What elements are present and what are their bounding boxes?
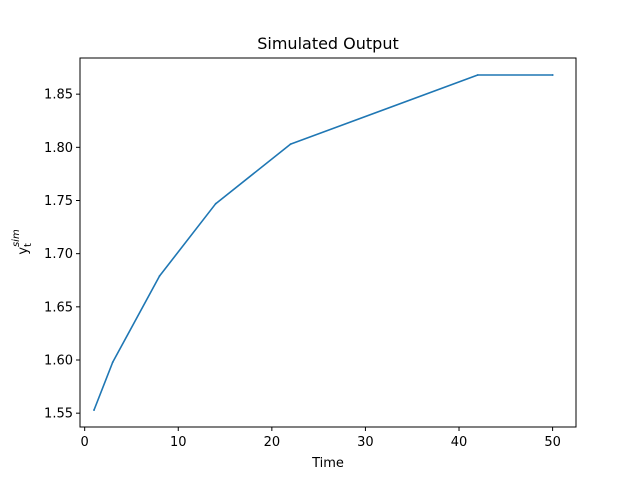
y-tick-label: 1.75 — [44, 194, 73, 209]
x-tick-label: 40 — [451, 435, 468, 450]
y-tick-label: 1.60 — [44, 354, 73, 369]
x-axis: 0 10 20 30 40 50 — [81, 427, 561, 450]
x-tick-label: 0 — [81, 435, 89, 450]
y-axis: 1.55 1.60 1.65 1.70 1.75 1.80 1.85 — [44, 88, 80, 422]
y-tick-label: 1.80 — [44, 141, 73, 156]
x-tick-label: 20 — [264, 435, 281, 450]
x-tick-label: 30 — [357, 435, 374, 450]
data-point — [289, 143, 292, 146]
data-point — [551, 74, 554, 76]
y-tick-label: 1.55 — [44, 407, 73, 422]
y-axis-label-sup: sim — [11, 229, 22, 247]
y-tick-label: 1.65 — [44, 300, 73, 315]
y-tick-label: 1.85 — [44, 88, 73, 103]
series-line-0 — [93, 74, 554, 412]
axes-frame — [79, 57, 577, 428]
y-tick-label: 1.70 — [44, 247, 73, 262]
y-axis-label-base: y — [16, 247, 31, 255]
data-point — [476, 74, 479, 76]
plot-layer — [93, 74, 554, 412]
data-point — [214, 202, 217, 205]
y-axis-label: ytsim — [11, 229, 34, 255]
x-axis-label: Time — [311, 456, 344, 471]
data-point — [111, 361, 114, 364]
x-tick-label: 10 — [170, 435, 187, 450]
x-tick-label: 50 — [544, 435, 561, 450]
chart-title: Simulated Output — [257, 34, 399, 53]
y-axis-label-sub: t — [23, 243, 34, 247]
data-point — [93, 409, 95, 411]
data-point — [158, 275, 161, 277]
